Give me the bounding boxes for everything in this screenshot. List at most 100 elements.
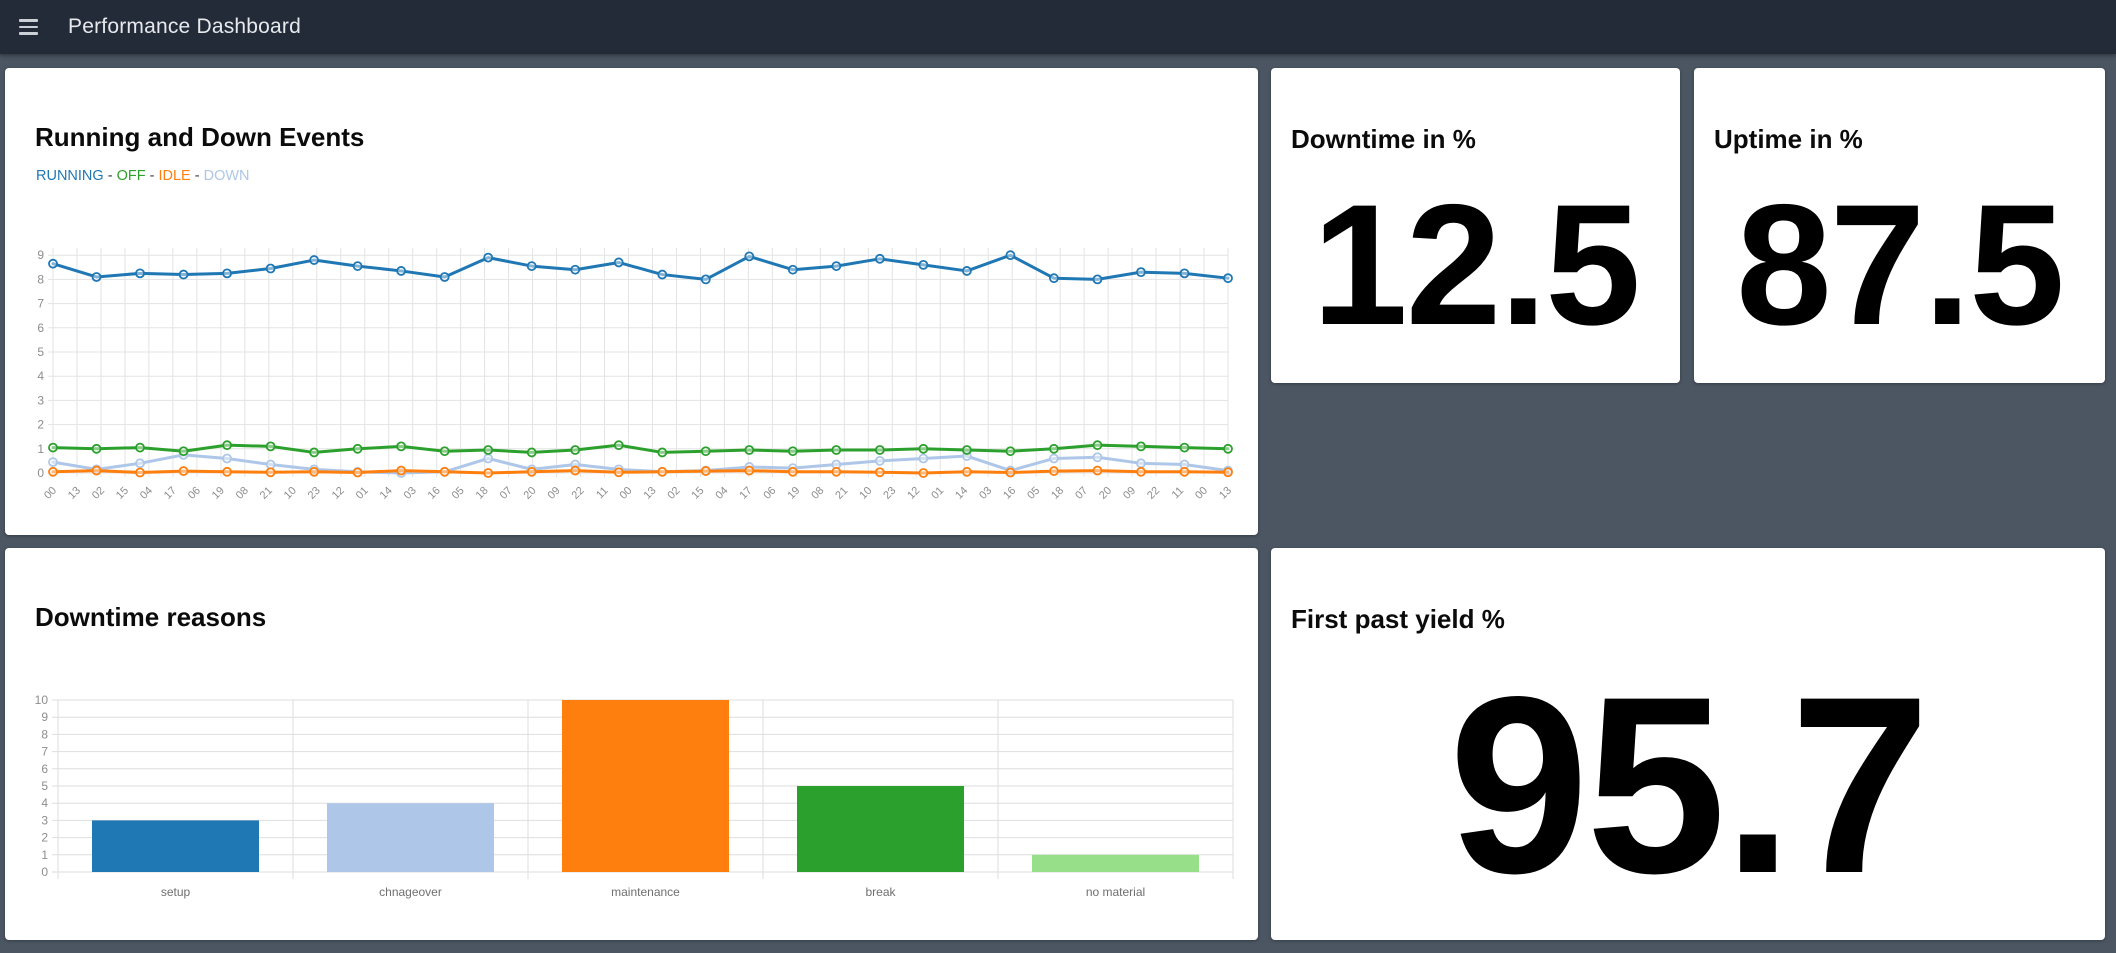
svg-text:18: 18 <box>1049 485 1066 502</box>
svg-text:22: 22 <box>570 485 587 502</box>
svg-text:07: 07 <box>498 485 515 502</box>
svg-text:19: 19 <box>785 485 802 502</box>
svg-text:13: 13 <box>66 485 83 502</box>
events-chart-title: Running and Down Events <box>35 122 365 152</box>
svg-text:14: 14 <box>953 485 970 502</box>
card-uptime-percent: Uptime in % 87.5 <box>1694 68 2105 383</box>
svg-text:23: 23 <box>306 485 323 502</box>
svg-text:00: 00 <box>1193 485 1210 502</box>
svg-text:setup: setup <box>161 885 191 899</box>
legend-separator: - <box>190 168 204 184</box>
svg-text:07: 07 <box>1073 485 1090 502</box>
svg-text:4: 4 <box>37 369 44 383</box>
svg-text:0: 0 <box>37 466 44 480</box>
legend-item-running[interactable]: RUNNING <box>36 168 104 184</box>
svg-text:1: 1 <box>37 442 44 456</box>
svg-text:04: 04 <box>138 485 155 502</box>
yield-title: First past yield % <box>1291 604 1505 634</box>
hamburger-menu-icon[interactable] <box>19 19 38 35</box>
svg-text:4: 4 <box>41 796 48 810</box>
svg-text:12: 12 <box>905 485 922 502</box>
svg-text:0: 0 <box>41 865 48 879</box>
svg-text:5: 5 <box>41 779 48 793</box>
legend-separator: - <box>103 168 117 184</box>
svg-text:13: 13 <box>641 485 658 502</box>
svg-text:9: 9 <box>37 248 44 262</box>
yield-value: 95.7 <box>1448 645 1930 926</box>
svg-text:19: 19 <box>210 485 227 502</box>
svg-text:10: 10 <box>35 693 49 707</box>
svg-text:8: 8 <box>41 727 48 741</box>
events-chart-legend: RUNNING - OFF - IDLE - DOWN <box>36 168 250 184</box>
downtime-title: Downtime in % <box>1291 124 1476 154</box>
svg-text:12: 12 <box>330 485 347 502</box>
events-line-chart: 00 13 02 15 04 17 06 19 08 21 10 23 12 01 14 03 16 05 18 07… <box>37 248 1234 502</box>
svg-text:10: 10 <box>857 485 874 502</box>
svg-text:6: 6 <box>37 321 44 335</box>
svg-text:06: 06 <box>186 485 203 502</box>
svg-text:00: 00 <box>42 485 59 502</box>
svg-text:06: 06 <box>761 485 778 502</box>
svg-text:5: 5 <box>37 345 44 359</box>
svg-text:21: 21 <box>258 485 275 502</box>
downtime-value: 12.5 <box>1312 169 1641 361</box>
svg-text:09: 09 <box>546 485 563 502</box>
svg-text:3: 3 <box>37 393 44 407</box>
svg-text:01: 01 <box>354 485 371 502</box>
svg-text:01: 01 <box>929 485 946 502</box>
svg-text:15: 15 <box>114 485 131 502</box>
svg-text:17: 17 <box>162 485 179 502</box>
svg-text:09: 09 <box>1121 485 1138 502</box>
svg-text:08: 08 <box>809 485 826 502</box>
uptime-title: Uptime in % <box>1714 124 1863 154</box>
svg-text:maintenance: maintenance <box>611 885 680 899</box>
svg-text:23: 23 <box>881 485 898 502</box>
svg-text:02: 02 <box>90 485 107 502</box>
svg-text:00: 00 <box>617 485 634 502</box>
svg-text:2: 2 <box>41 831 48 845</box>
svg-text:10: 10 <box>282 485 299 502</box>
svg-text:08: 08 <box>234 485 251 502</box>
svg-text:22: 22 <box>1145 485 1162 502</box>
svg-text:16: 16 <box>1001 485 1018 502</box>
svg-text:6: 6 <box>41 762 48 776</box>
svg-text:13: 13 <box>1217 485 1234 502</box>
svg-text:04: 04 <box>713 485 730 502</box>
svg-text:05: 05 <box>1025 485 1042 502</box>
svg-text:2: 2 <box>37 418 44 432</box>
svg-text:03: 03 <box>977 485 994 502</box>
svg-text:11: 11 <box>1170 485 1187 502</box>
svg-text:20: 20 <box>1097 485 1114 502</box>
svg-text:21: 21 <box>833 485 850 502</box>
svg-text:17: 17 <box>737 485 754 502</box>
card-running-down-events: Running and Down Events RUNNING - OFF - … <box>5 68 1258 535</box>
app-title: Performance Dashboard <box>68 15 301 38</box>
legend-item-down[interactable]: DOWN <box>203 168 250 184</box>
svg-text:9: 9 <box>41 710 48 724</box>
card-first-past-yield: First past yield % 95.7 <box>1271 548 2105 940</box>
legend-item-idle[interactable]: IDLE <box>158 168 191 184</box>
svg-text:11: 11 <box>594 485 611 502</box>
reasons-chart-title: Downtime reasons <box>35 602 267 632</box>
svg-text:03: 03 <box>402 485 419 502</box>
svg-text:20: 20 <box>522 485 539 502</box>
svg-text:7: 7 <box>37 297 44 311</box>
svg-text:14: 14 <box>378 485 395 502</box>
card-downtime-percent: Downtime in % 12.5 <box>1271 68 1680 383</box>
svg-text:02: 02 <box>665 485 682 502</box>
svg-text:16: 16 <box>426 485 443 502</box>
svg-text:chnageover: chnageover <box>379 885 442 899</box>
svg-text:1: 1 <box>41 848 48 862</box>
svg-text:no material: no material <box>1086 885 1145 899</box>
svg-text:8: 8 <box>37 272 44 286</box>
reasons-bar-chart: 0 1 2 3 4 5 6 7 8 9 10 setup chnageover maintenance br… <box>35 693 1234 899</box>
uptime-value: 87.5 <box>1736 169 2065 361</box>
svg-text:break: break <box>865 885 896 899</box>
svg-text:7: 7 <box>41 745 48 759</box>
svg-text:15: 15 <box>689 485 706 502</box>
legend-item-off[interactable]: OFF <box>116 168 146 184</box>
svg-text:05: 05 <box>450 485 467 502</box>
navbar: Performance Dashboard <box>0 0 2116 54</box>
svg-text:18: 18 <box>474 485 491 502</box>
svg-text:3: 3 <box>41 813 48 827</box>
